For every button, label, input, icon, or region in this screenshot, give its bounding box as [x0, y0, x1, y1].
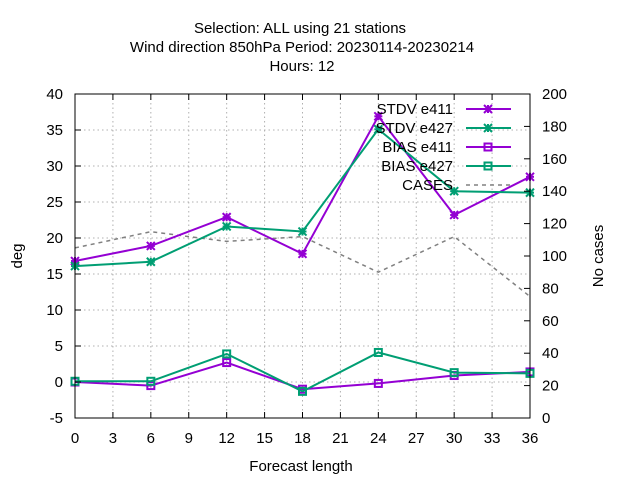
- x-axis-label: Forecast length: [249, 458, 352, 475]
- y2-tick-label: 180: [542, 118, 567, 135]
- data-point-stdv-e411: [373, 111, 384, 122]
- y-axis-label: deg: [9, 243, 26, 268]
- x-tick-label: 30: [446, 430, 463, 447]
- chart-title-line-1: Selection: ALL using 21 stations: [194, 20, 406, 37]
- series-stdv-e427: [70, 124, 535, 271]
- x-tick-label: 18: [294, 430, 311, 447]
- data-point-bias-e427: [222, 349, 232, 359]
- x-tick-label: 24: [370, 430, 387, 447]
- legend-label: CASES: [402, 177, 453, 194]
- legend-entry-bias-e427: BIAS e427: [381, 158, 511, 175]
- data-point-bias-e427: [298, 386, 307, 396]
- legend-marker: [483, 104, 493, 114]
- y2-tick-label: 100: [542, 248, 567, 265]
- y-tick-label: -5: [50, 410, 63, 427]
- data-point-bias-e427: [373, 347, 383, 357]
- legend-marker: [483, 142, 493, 152]
- data-point-stdv-e427: [146, 257, 156, 267]
- plot-series: [70, 111, 535, 396]
- data-point-stdv-e411: [449, 210, 459, 220]
- legend-label: STDV e411: [377, 101, 453, 118]
- y2-tick-label: 0: [542, 410, 550, 427]
- axes: 0 3 6 9 12 15 18 21 24 27 30 33 36-50510152025303540…: [46, 86, 567, 447]
- data-point-bias-e427: [449, 368, 459, 378]
- x-tick-label: 12: [218, 430, 235, 447]
- y-tick-label: 10: [46, 302, 63, 319]
- data-point-stdv-e427: [221, 221, 232, 232]
- y2-tick-label: 80: [542, 280, 559, 297]
- x-tick-label: 21: [332, 430, 349, 447]
- y-tick-label: 30: [46, 158, 63, 175]
- y-tick-label: 15: [46, 266, 63, 283]
- legend-entry-cases: CASES: [402, 177, 511, 194]
- y-tick-label: 0: [55, 374, 63, 391]
- data-point-bias-e427: [146, 376, 156, 386]
- x-tick-label: 9: [185, 430, 193, 447]
- chart-title-line-2: Wind direction 850hPa Period: 20230114-2…: [130, 39, 474, 56]
- y2-tick-label: 140: [542, 183, 567, 200]
- data-point-stdv-e427: [297, 226, 308, 237]
- legend-entry-stdv-e411: STDV e411: [377, 101, 511, 118]
- x-tick-label: 36: [522, 430, 539, 447]
- legend-entry-stdv-e427: STDV e427: [375, 120, 511, 137]
- data-point-stdv-e411: [297, 249, 308, 259]
- legend-marker: [483, 123, 493, 133]
- x-tick-label: 0: [71, 430, 79, 447]
- chart-title: Selection: ALL using 21 stations Wind di…: [130, 20, 474, 75]
- legend: STDV e411 STDV e427 BIAS e411 BIAS e427 CASE…: [375, 101, 511, 194]
- y2-tick-label: 20: [542, 378, 559, 395]
- x-tick-label: 33: [484, 430, 501, 447]
- data-point-bias-e411: [373, 378, 383, 388]
- chart-title-line-3: Hours: 12: [269, 58, 334, 75]
- legend-label: BIAS e427: [381, 158, 453, 175]
- x-tick-label: 6: [147, 430, 155, 447]
- y2-axis-label: No cases: [590, 225, 607, 288]
- y-tick-label: 5: [55, 338, 63, 355]
- legend-label: BIAS e411: [382, 139, 453, 156]
- y2-tick-label: 200: [542, 86, 567, 103]
- y2-tick-label: 120: [542, 216, 567, 233]
- data-point-stdv-e427: [449, 186, 459, 196]
- legend-entry-bias-e411: BIAS e411: [382, 139, 511, 156]
- y2-tick-label: 60: [542, 313, 559, 330]
- y2-tick-label: 40: [542, 345, 559, 362]
- x-tick-label: 15: [256, 430, 273, 447]
- data-point-stdv-e427: [373, 124, 384, 134]
- x-tick-label: 27: [408, 430, 425, 447]
- y2-tick-label: 160: [542, 151, 567, 168]
- y-tick-label: 20: [46, 230, 63, 247]
- series-line-bias-e427: [75, 351, 531, 393]
- legend-label: STDV e427: [375, 120, 453, 137]
- legend-marker: [483, 161, 493, 171]
- y-tick-label: 25: [46, 194, 63, 211]
- data-point-bias-e411: [222, 358, 232, 368]
- data-point-stdv-e411: [221, 212, 232, 222]
- x-tick-label: 3: [109, 430, 117, 447]
- data-point-stdv-e411: [146, 241, 156, 251]
- y-tick-label: 35: [46, 122, 63, 139]
- y-tick-label: 40: [46, 86, 63, 103]
